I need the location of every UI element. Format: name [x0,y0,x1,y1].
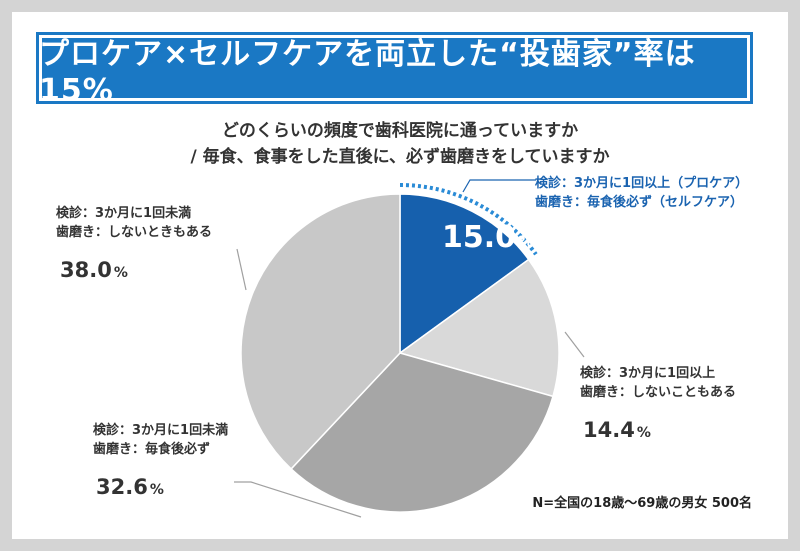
pie-slice-4 [240,193,401,470]
slice-value-unit: % [150,482,164,498]
leader-line-4 [236,248,247,291]
title-banner: プロケア×セルフケアを両立した“投歯家”率は15% [36,32,753,108]
highlight-dotted-arc [399,183,538,256]
slice-label-brushing: 歯磨き：毎食後必ず（セルフケア） [535,194,743,210]
slice-label-checkup: 検診：3か月に1回未満 [56,205,191,221]
slice-value-unit: % [518,232,534,251]
leader-line-3 [234,481,362,518]
slice-label-brushing: 歯磨き：毎食後必ず [93,441,210,457]
leader-line-1 [462,179,536,193]
slice-label-brushing: 歯磨き：しないときもある [56,224,212,240]
card: プロケア×セルフケアを両立した“投歯家”率は15% どのくらいの頻度で歯科医院に… [12,12,788,539]
sample-footnote: N=全国の18歳〜69歳の男女 500名 [532,496,752,511]
question-line-1: どのくらいの頻度で歯科医院に通っていますか [221,121,579,141]
slice-label-checkup: 検診：3か月に1回未満 [93,422,228,438]
slice-label-checkup: 検診：3か月に1回以上（プロケア） [535,175,748,191]
question-line-2: / 毎食、食事をした直後に、必ず歯磨きをしていますか [190,147,610,167]
pie-slice-3 [290,352,554,513]
slice-value: 32.6% [96,475,164,499]
leader-line-2 [564,331,585,358]
slice-value: 14.4% [583,418,651,442]
pie-chart: 検診：3か月に1回以上（プロケア） 歯磨き：毎食後必ず（セルフケア）15.0 % 検診… [56,175,748,518]
slice-value-unit: % [114,265,128,281]
pie-slice-2 [398,258,560,398]
slice-value: 15.0% [442,220,534,255]
slice-value-unit: % [637,425,651,441]
slice-value: 38.0% [60,258,128,282]
slice-label-checkup: 検診：3か月に1回以上 [580,365,715,381]
slice-label-brushing: 歯磨き：しないこともある [580,384,736,400]
pie-slice-1 [399,193,530,355]
